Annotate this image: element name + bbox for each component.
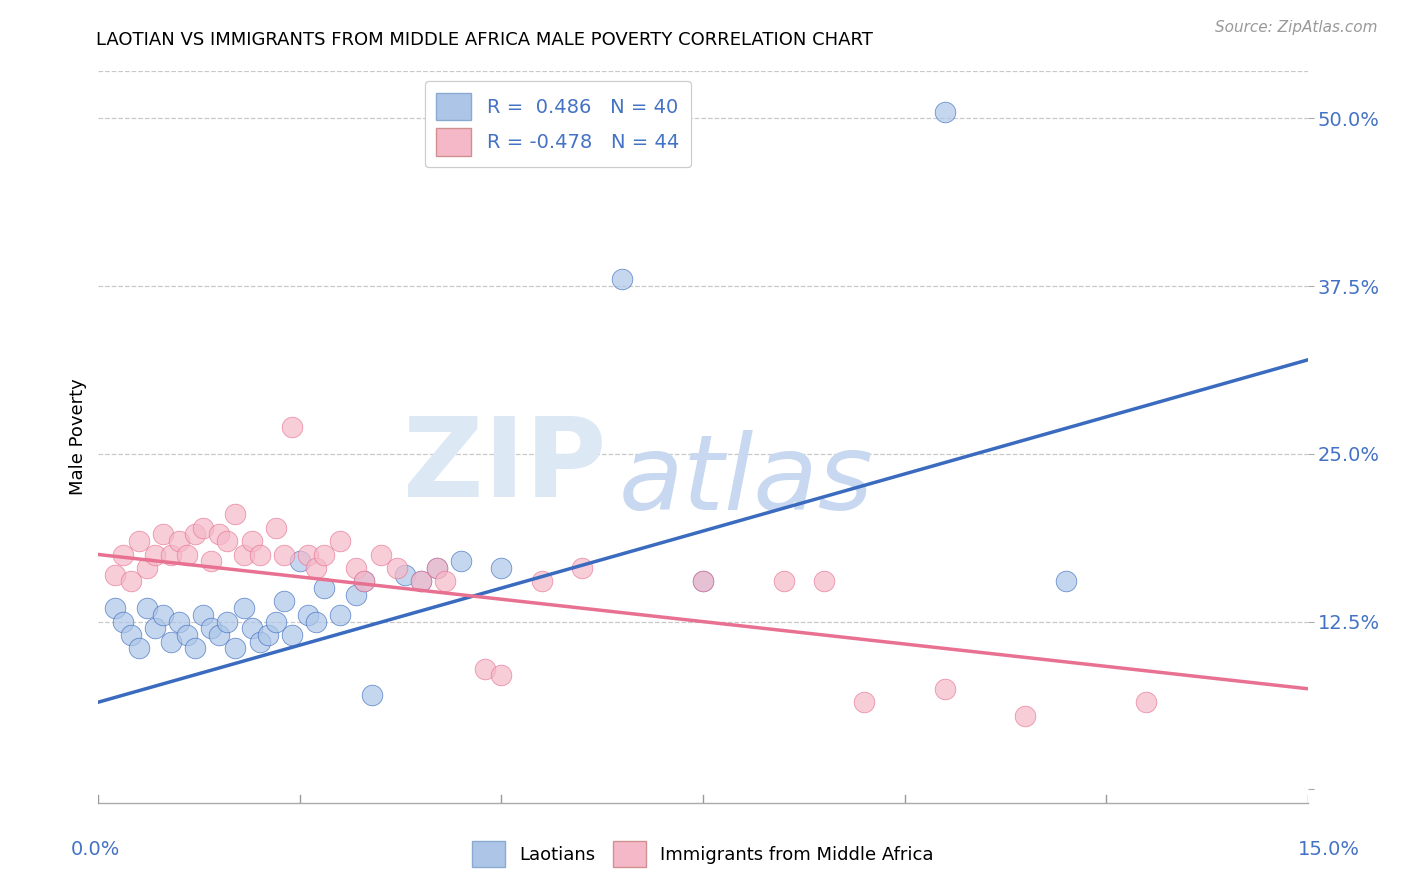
Point [288, 554, 311, 568]
Point [353, 574, 375, 589]
Point [491, 668, 513, 682]
Point [232, 548, 254, 562]
Point [409, 574, 432, 589]
Point [692, 574, 714, 589]
Point [281, 628, 304, 642]
Point [409, 574, 432, 589]
Point [1135, 695, 1157, 709]
Point [1054, 574, 1077, 589]
Point [111, 548, 134, 562]
Point [111, 615, 134, 629]
Point [491, 561, 513, 575]
Point [160, 548, 183, 562]
Point [249, 548, 271, 562]
Point [135, 561, 157, 575]
Point [772, 574, 794, 589]
Point [329, 607, 352, 622]
Point [217, 615, 239, 629]
Point [200, 621, 222, 635]
Text: ZIP: ZIP [404, 413, 606, 520]
Y-axis label: Male Poverty: Male Poverty [69, 379, 87, 495]
Point [264, 615, 287, 629]
Point [314, 548, 336, 562]
Point [103, 601, 125, 615]
Point [297, 548, 319, 562]
Point [385, 561, 408, 575]
Point [530, 574, 553, 589]
Point [152, 607, 174, 622]
Point [434, 574, 457, 589]
Point [273, 594, 295, 608]
Point [361, 689, 384, 703]
Point [344, 588, 367, 602]
Point [329, 534, 352, 549]
Point [224, 508, 246, 522]
Point [305, 615, 328, 629]
Text: LAOTIAN VS IMMIGRANTS FROM MIDDLE AFRICA MALE POVERTY CORRELATION CHART: LAOTIAN VS IMMIGRANTS FROM MIDDLE AFRICA… [96, 31, 873, 49]
Point [305, 561, 328, 575]
Point [934, 681, 956, 696]
Point [193, 607, 215, 622]
Point [120, 574, 142, 589]
Point [152, 527, 174, 541]
Point [1014, 708, 1036, 723]
Point [314, 581, 336, 595]
Point [224, 641, 246, 656]
Point [232, 601, 254, 615]
Point [297, 607, 319, 622]
Point [143, 548, 166, 562]
Text: 0.0%: 0.0% [70, 839, 121, 859]
Text: Source: ZipAtlas.com: Source: ZipAtlas.com [1215, 20, 1378, 35]
Point [143, 621, 166, 635]
Point [184, 641, 207, 656]
Point [200, 554, 222, 568]
Point [474, 662, 496, 676]
Legend: Laotians, Immigrants from Middle Africa: Laotians, Immigrants from Middle Africa [465, 834, 941, 874]
Point [571, 561, 593, 575]
Point [344, 561, 367, 575]
Point [128, 534, 150, 549]
Point [135, 601, 157, 615]
Point [240, 534, 263, 549]
Point [249, 634, 271, 648]
Point [167, 615, 190, 629]
Point [128, 641, 150, 656]
Point [281, 420, 304, 434]
Point [240, 621, 263, 635]
Point [273, 548, 295, 562]
Point [193, 521, 215, 535]
Point [208, 527, 231, 541]
Point [176, 548, 198, 562]
Point [353, 574, 375, 589]
Point [813, 574, 835, 589]
Point [208, 628, 231, 642]
Point [184, 527, 207, 541]
Point [426, 561, 449, 575]
Point [103, 567, 125, 582]
Point [450, 554, 472, 568]
Point [176, 628, 198, 642]
Point [370, 548, 392, 562]
Point [394, 567, 416, 582]
Point [120, 628, 142, 642]
Text: atlas: atlas [619, 430, 873, 532]
Point [160, 634, 183, 648]
Point [256, 628, 278, 642]
Point [426, 561, 449, 575]
Point [167, 534, 190, 549]
Point [934, 104, 956, 119]
Point [853, 695, 876, 709]
Point [692, 574, 714, 589]
Point [217, 534, 239, 549]
Point [264, 521, 287, 535]
Text: 15.0%: 15.0% [1298, 839, 1360, 859]
Legend: R =  0.486   N = 40, R = -0.478   N = 44: R = 0.486 N = 40, R = -0.478 N = 44 [425, 81, 690, 167]
Point [612, 272, 634, 286]
